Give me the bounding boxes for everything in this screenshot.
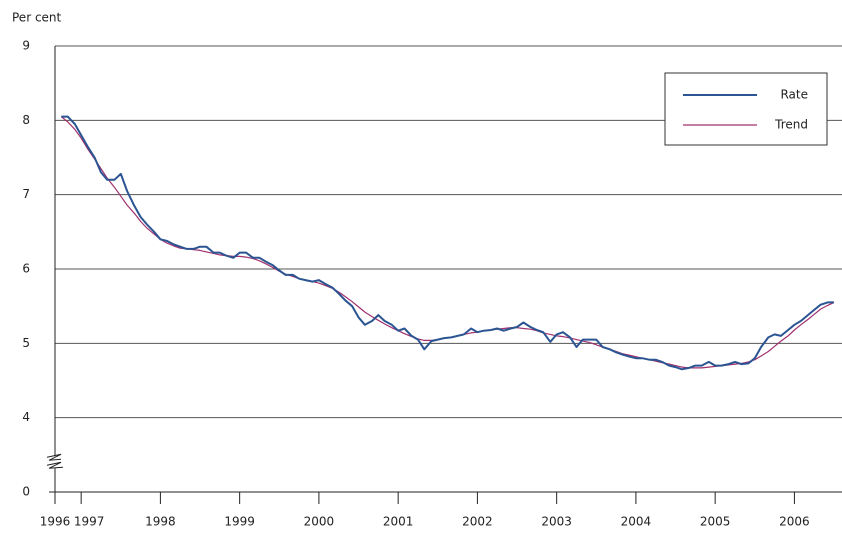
x-tick-label: 2001 xyxy=(383,515,414,529)
x-tick-label: 2002 xyxy=(462,515,493,529)
legend-label: Rate xyxy=(780,88,808,102)
y-tick-label: 8 xyxy=(22,113,30,127)
y-tick-label: 0 xyxy=(22,485,30,499)
y-tick-label: 4 xyxy=(22,410,30,424)
series-line xyxy=(60,116,835,369)
x-tick-label: 2005 xyxy=(700,515,731,529)
x-tick-label: 2004 xyxy=(621,515,652,529)
y-tick-label: 9 xyxy=(22,39,30,53)
legend-label: Trend xyxy=(774,118,808,132)
y-tick-label: 5 xyxy=(22,336,30,350)
x-tick-label: 2006 xyxy=(779,515,810,529)
x-tick-label: 1996 xyxy=(40,515,71,529)
axis-break-symbol xyxy=(46,453,64,469)
x-tick-label: 1997 xyxy=(74,515,105,529)
x-tick-label: 2000 xyxy=(304,515,335,529)
y-tick-label: 7 xyxy=(22,187,30,201)
legend-box xyxy=(664,72,828,146)
x-tick-label: 1999 xyxy=(224,515,255,529)
series-line xyxy=(61,115,834,371)
y-axis-label: Per cent xyxy=(12,11,62,25)
x-tick-label: 2003 xyxy=(541,515,572,529)
x-tick-label: 1998 xyxy=(145,515,176,529)
y-tick-label: 6 xyxy=(22,262,30,276)
